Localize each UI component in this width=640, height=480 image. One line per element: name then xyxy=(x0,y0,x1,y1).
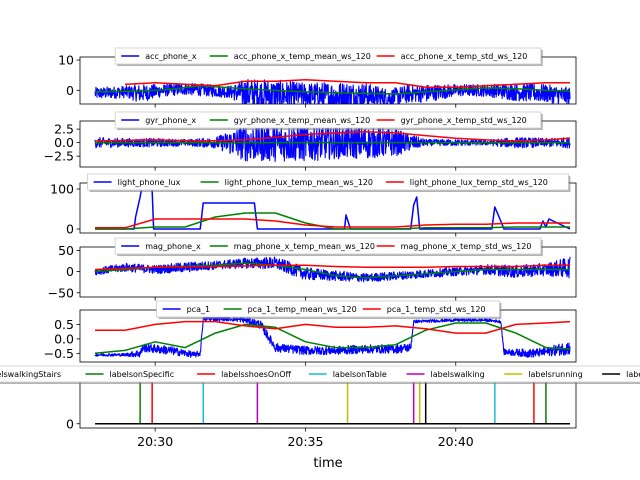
y-tick-label: 100 xyxy=(50,182,74,197)
y-tick-label: 0 xyxy=(66,264,74,279)
series-line xyxy=(95,218,570,229)
legend-entry: labelscycling xyxy=(626,370,640,379)
series-line xyxy=(95,212,570,230)
legend-box xyxy=(156,300,500,318)
y-tick-label: 0.0 xyxy=(54,331,74,346)
legend-entry: mag_phone_x_temp_mean_ws_120 xyxy=(234,242,375,251)
chart-panel-6: 020:3020:3520:40labelswalkingStairslabel… xyxy=(0,365,640,449)
legend-entry: labelswalking xyxy=(431,370,485,379)
legend-entry: acc_phone_x_temp_std_ws_120 xyxy=(401,52,528,61)
y-tick-label: −50 xyxy=(48,285,74,300)
y-tick-label: 0 xyxy=(66,83,74,98)
legend-entry: labelsrunning xyxy=(528,370,582,379)
legend-entry: mag_phone_x xyxy=(145,242,201,251)
y-tick-label: 0 xyxy=(66,416,74,431)
legend-entry: pca_1 xyxy=(187,305,210,314)
legend-entry: light_phone_lux xyxy=(118,178,181,187)
legend-entry: acc_phone_x_temp_mean_ws_120 xyxy=(234,52,371,61)
x-tick-label: 20:35 xyxy=(287,434,323,449)
panels: 0 10 acc_phone_x acc_phone_x_temp_mean_ws_1… xyxy=(0,47,640,449)
plot-area xyxy=(94,256,571,283)
series-line xyxy=(94,131,571,142)
series-line xyxy=(95,320,571,334)
series-line xyxy=(94,322,571,355)
y-tick-label: −0.5 xyxy=(44,346,74,361)
x-tick-label: 20:30 xyxy=(137,434,173,449)
y-tick-label: 0 xyxy=(66,222,74,237)
x-tick-label: 20:40 xyxy=(438,434,474,449)
plot-area xyxy=(94,123,571,163)
legend: mag_phone_x mag_phone_x_temp_mean_ws_120 m… xyxy=(114,237,543,256)
plot-area xyxy=(95,381,570,425)
legend-box xyxy=(87,173,569,191)
legend-entry: labelsonSpecific xyxy=(110,370,175,379)
legend-entry: light_phone_lux_temp_mean_ws_120 xyxy=(225,178,373,187)
legend-entry: gyr_phone_x_temp_mean_ws_120 xyxy=(234,116,370,125)
chart-panel-4: 50 0 −50 mag_phone_x mag_phone_x_temp_mean_w… xyxy=(48,237,577,301)
legend-entry: labelswalkingStairs xyxy=(0,370,61,379)
series-line xyxy=(94,264,570,271)
legend-entry: mag_phone_x_temp_std_ws_120 xyxy=(401,242,532,251)
legend: gyr_phone_x gyr_phone_x_temp_mean_ws_120 g… xyxy=(114,111,543,130)
y-tick-label: −2.5 xyxy=(44,149,74,164)
y-tick-label: 0.5 xyxy=(54,317,74,332)
series-line xyxy=(94,85,571,95)
legend-entry: pca_1_temp_std_ws_120 xyxy=(387,305,486,314)
legend-box xyxy=(114,237,542,255)
legend-entry: labelsonTable xyxy=(333,370,387,379)
series-line xyxy=(94,315,571,358)
y-tick-label: 50 xyxy=(58,243,74,258)
legend-entry: acc_phone_x xyxy=(145,52,197,61)
series-line xyxy=(94,256,571,283)
series-line xyxy=(94,262,570,279)
legend-box xyxy=(114,47,542,65)
legend: pca_1 pca_1_temp_mean_ws_120 pca_1_temp_st… xyxy=(156,300,502,319)
y-tick-label: 2.5 xyxy=(54,122,74,137)
legend-box xyxy=(114,111,542,129)
chart-panel-3: 0 100 light_phone_lux light_phone_lux_temp_… xyxy=(50,173,577,237)
plot-area xyxy=(94,78,571,104)
legend-entry: gyr_phone_x xyxy=(145,116,196,125)
chart-panel-2: 2.50.0−2.5 gyr_phone_x gyr_phone_x_temp_me… xyxy=(44,111,577,171)
plot-area xyxy=(94,315,571,358)
series-line xyxy=(125,78,570,89)
legend-entry: labelsshoesOnOff xyxy=(221,370,291,379)
legend: light_phone_lux light_phone_lux_temp_mean… xyxy=(87,173,571,192)
y-tick-label: 0.0 xyxy=(54,135,74,150)
legend-entry: pca_1_temp_mean_ws_120 xyxy=(248,305,357,314)
legend: acc_phone_x acc_phone_x_temp_mean_ws_120 a… xyxy=(114,47,543,66)
legend: labelswalkingStairs labelsonSpecific label… xyxy=(0,365,640,384)
legend-entry: gyr_phone_x_temp_std_ws_120 xyxy=(401,116,527,125)
x-axis-label: time xyxy=(313,456,342,471)
chart-panel-1: 0 10 acc_phone_x acc_phone_x_temp_mean_ws_1… xyxy=(58,47,577,108)
y-tick-label: 10 xyxy=(58,53,74,68)
legend-entry: light_phone_lux_temp_std_ws_120 xyxy=(410,178,548,187)
